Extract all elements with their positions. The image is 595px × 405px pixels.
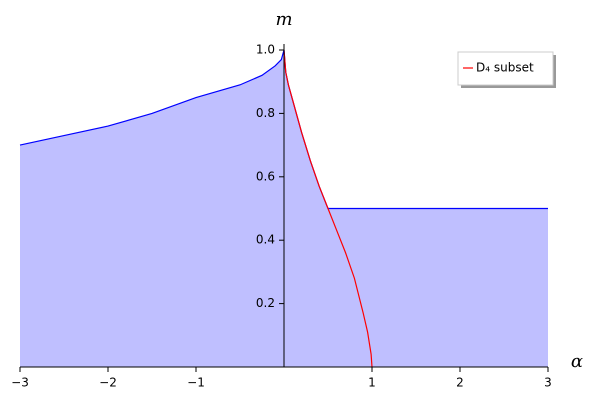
x-tick-label: −1 (187, 376, 205, 390)
x-tick-label: −3 (11, 376, 29, 390)
x-axis-label: α (571, 351, 583, 372)
legend-label: D₄ subset (476, 61, 534, 75)
x-tick-label: −2 (99, 376, 117, 390)
y-axis-label: m (275, 9, 292, 30)
y-tick-label: 0.4 (256, 233, 275, 247)
y-tick-label: 0.6 (256, 169, 275, 183)
legend (457, 51, 554, 86)
line (283, 49, 373, 368)
x-tick-label: 3 (544, 376, 552, 390)
x-tick-label: 2 (456, 376, 464, 390)
x-tick-label: 1 (368, 376, 376, 390)
y-tick-label: 1.0 (256, 43, 275, 57)
y-tick-label: 0.8 (256, 106, 275, 120)
y-tick-label: 0.2 (256, 296, 275, 310)
